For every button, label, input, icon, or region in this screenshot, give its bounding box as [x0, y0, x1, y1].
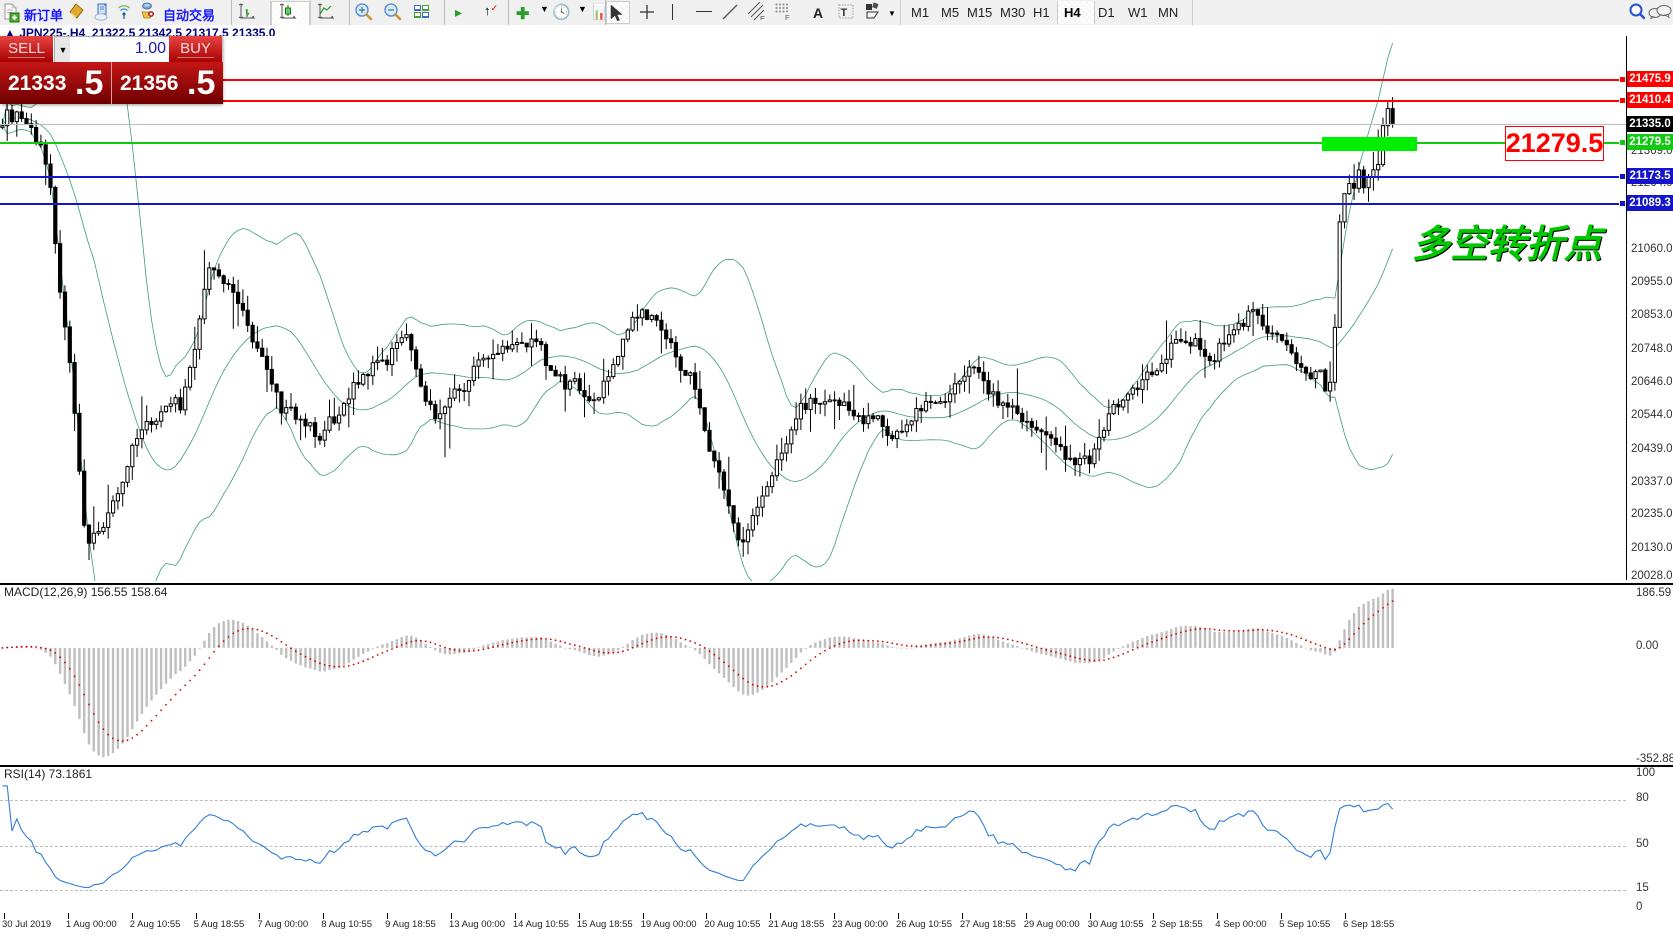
svg-text:F: F: [785, 13, 790, 21]
svg-text:T: T: [841, 7, 848, 19]
svg-text:E: E: [760, 14, 765, 20]
